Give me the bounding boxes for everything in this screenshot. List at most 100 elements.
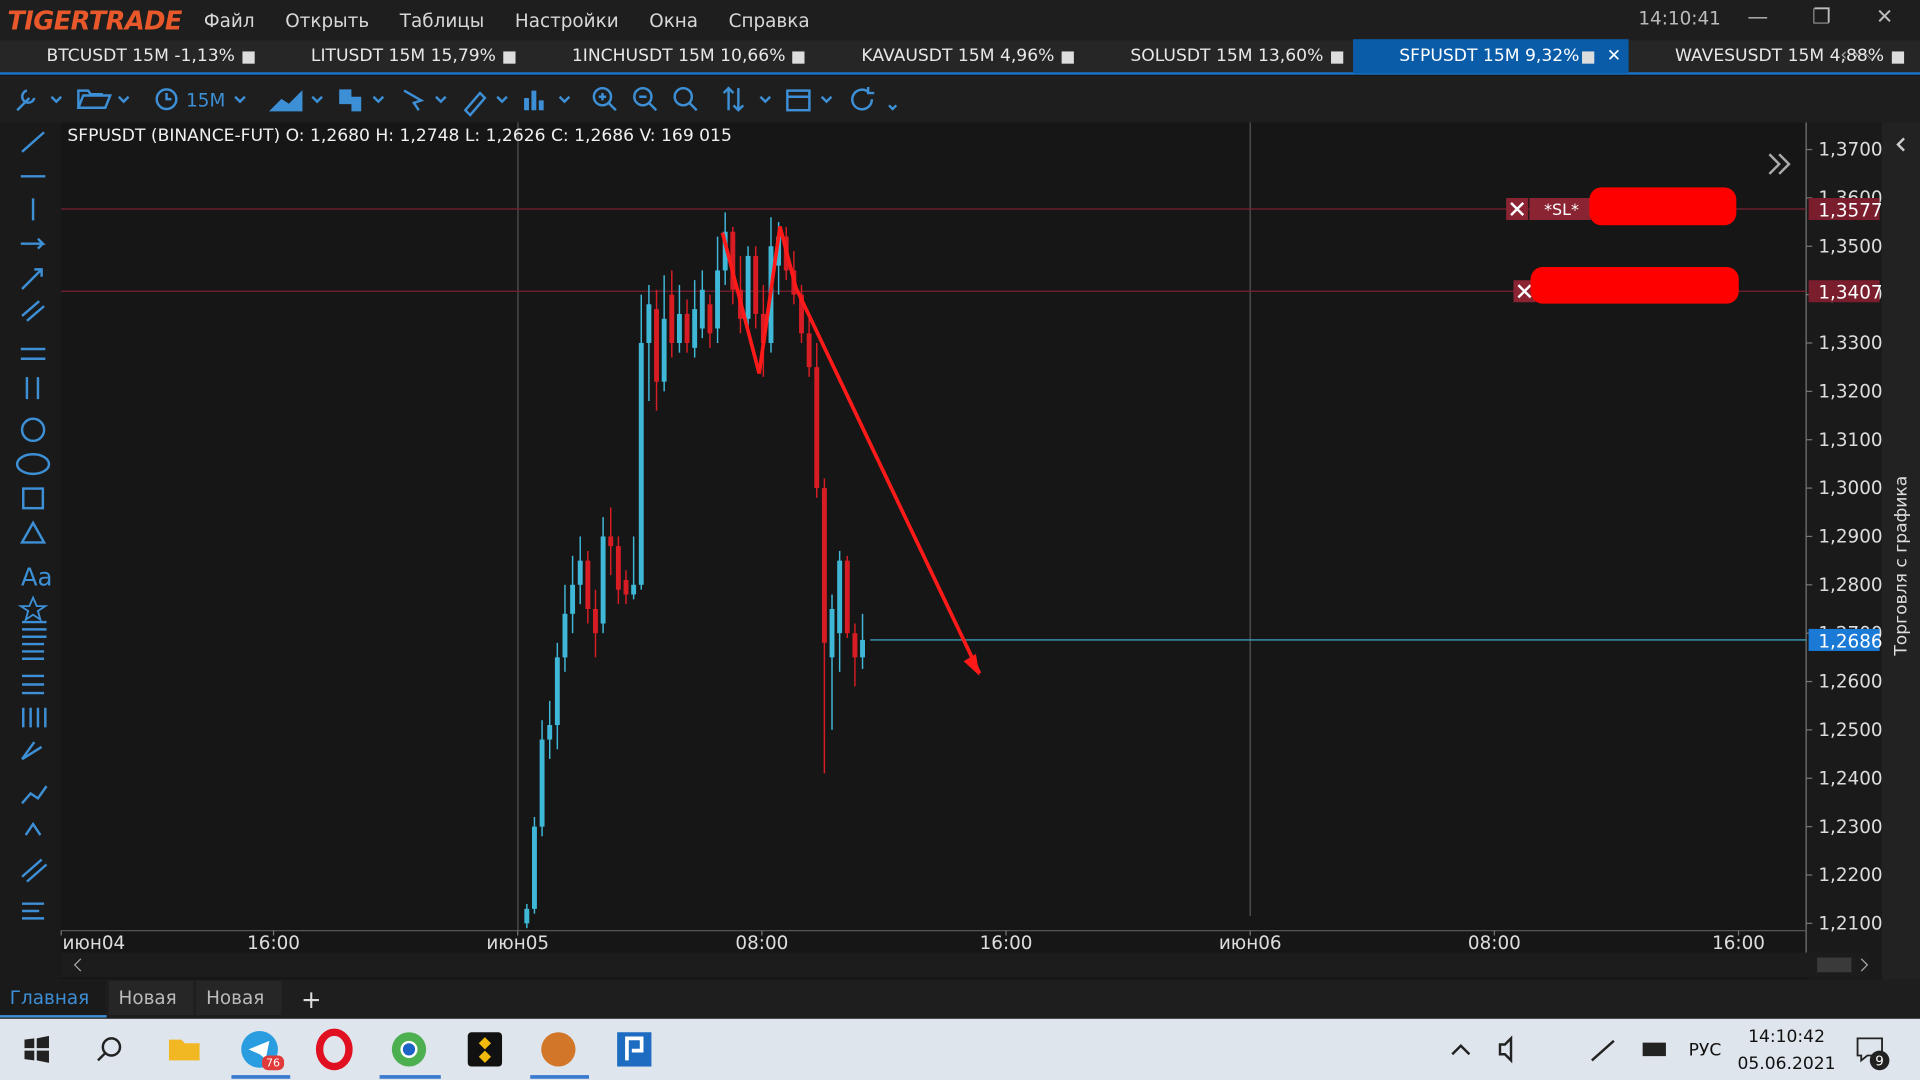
language[interactable]: РУС [1689, 1041, 1722, 1061]
star-tool[interactable] [17, 595, 49, 622]
open-icon[interactable] [76, 89, 113, 109]
chart-tab[interactable]: LITUSDT 15M 15,79% [264, 39, 525, 73]
cursor-icon[interactable] [403, 89, 425, 111]
calendar-icon[interactable] [786, 89, 811, 112]
y-tick-label: 1,3200 [1818, 381, 1882, 402]
close-button[interactable]: ✕ [1875, 4, 1894, 30]
side-label[interactable]: Торговля с графика [1892, 476, 1912, 657]
x-tick-label: июн04 [62, 933, 125, 954]
sort-icon[interactable] [722, 86, 745, 112]
battery-icon[interactable] [1642, 1042, 1666, 1057]
explorer-icon[interactable] [168, 1039, 200, 1061]
candle-body [631, 584, 637, 595]
timeframe-icon[interactable] [155, 88, 178, 111]
drawing-sidebar [0, 122, 62, 980]
last-price-label: 1,2686 [1818, 631, 1882, 652]
zoom-out[interactable] [633, 86, 653, 107]
refresh-icon[interactable] [851, 86, 875, 111]
logo: TIGERTRADE [7, 5, 182, 35]
workspace-tab[interactable]: Новая [196, 980, 282, 1016]
timeframe-label[interactable]: 15M [186, 91, 225, 112]
restore-button[interactable]: ❐ [1812, 4, 1831, 30]
search-button[interactable] [101, 1037, 122, 1057]
tigertrade-icon[interactable] [541, 1032, 576, 1067]
x-tick-label: 08:00 [1468, 933, 1521, 954]
menu-item[interactable]: Справка [728, 9, 810, 32]
binance-icon[interactable] [467, 1032, 503, 1067]
candle-icon[interactable] [339, 89, 362, 112]
order-label: *SL* [1544, 200, 1579, 219]
settings-icon[interactable] [16, 89, 36, 112]
tab-scroll[interactable]: ‹ › ⌵ [1840, 45, 1879, 65]
scrollbar[interactable] [61, 952, 1868, 978]
drawn-arrow [720, 226, 982, 675]
taskbar: 76 РУС 14:10:42 05.06.2021 9 [0, 1018, 1920, 1080]
telegram-badge: 76 [266, 1057, 280, 1070]
y-tick-label: 1,2800 [1818, 575, 1882, 596]
menu-item[interactable]: Окна [649, 9, 699, 32]
candle-body [562, 613, 568, 658]
chart-tab[interactable]: KAVAUSDT 15M 4,96% [815, 39, 1084, 73]
indicator-icon[interactable] [524, 90, 544, 111]
candle-body [524, 908, 530, 924]
candle-body [753, 255, 759, 314]
expand-icon[interactable] [1768, 153, 1791, 175]
menu-item[interactable]: Таблицы [399, 9, 485, 32]
chart-type-icon[interactable] [268, 90, 303, 112]
menu-item[interactable]: Открыть [285, 9, 370, 32]
y-tick-label: 1,3100 [1818, 430, 1882, 451]
menu-item[interactable]: Файл [203, 9, 255, 32]
add-tab[interactable]: + [301, 984, 322, 1014]
notifications-icon[interactable] [1856, 1037, 1883, 1063]
workspace-tab[interactable]: Главная [0, 980, 107, 1018]
minimize-button[interactable]: — [1747, 4, 1769, 30]
menu-item[interactable]: Настройки [514, 9, 619, 32]
chart-tab[interactable]: WAVESUSDT 15M 4,88% [1628, 39, 1913, 73]
scroll-thumb[interactable] [1817, 957, 1852, 973]
x-tick-label: 16:00 [980, 933, 1033, 954]
y-tick-label: 1,3000 [1818, 478, 1882, 499]
tab-marker [1581, 51, 1595, 64]
pen-icon[interactable] [463, 91, 487, 117]
tab-marker [503, 51, 516, 64]
start-button[interactable] [24, 1035, 49, 1063]
drawing-tools[interactable] [15, 131, 51, 920]
scroll-arrows[interactable] [73, 958, 1869, 972]
tab-marker [242, 51, 255, 64]
candle-body [547, 725, 553, 740]
x-tick-label: 08:00 [735, 933, 788, 954]
x-tick-label: 16:00 [247, 933, 300, 954]
tab-close[interactable]: ✕ [1606, 46, 1622, 67]
candle-body [585, 560, 591, 609]
zoom[interactable] [673, 86, 694, 107]
tray-time[interactable]: 14:10:42 [1748, 1027, 1825, 1047]
candle-body [539, 739, 545, 827]
candle-body [745, 255, 751, 319]
tab-bar: ‹ › ⌵ BTCUSDT 15M -1,13% LITUSDT 15M 15,7… [0, 39, 1920, 75]
chart-tab[interactable]: SOLUSDT 15M 13,60% [1084, 39, 1353, 73]
candle-body [623, 579, 629, 595]
tab-marker [792, 51, 806, 64]
workspace-tab-list: Главная Новая Новая [0, 980, 284, 1018]
opera-icon[interactable] [315, 1028, 353, 1071]
zoom-in[interactable] [592, 86, 613, 107]
workspace-tabs: Главная Новая Новая + [0, 979, 1920, 1019]
candle-body [654, 309, 659, 382]
chart-tab[interactable]: SFPUSDT 15M 9,32% ✕ [1352, 39, 1629, 74]
candle-body [646, 304, 652, 343]
candle-body [692, 309, 698, 348]
text-tool[interactable]: Aa [21, 562, 53, 591]
candle-body [829, 608, 835, 658]
workspace-tab[interactable]: Новая [108, 980, 194, 1016]
chart-tab[interactable]: BTCUSDT 15M -1,13% [0, 39, 264, 73]
tray-icons[interactable] [1451, 1035, 1615, 1064]
tab-marker [1891, 51, 1904, 64]
candle-body [600, 536, 606, 624]
chart-tab[interactable]: 1INCHUSDT 15M 10,66% [525, 39, 815, 73]
collapse-icon[interactable] [1896, 137, 1905, 152]
tab-label: SOLUSDT 15M 13,60% [1130, 46, 1324, 67]
taskbar-icons: 76 РУС 14:10:42 05.06.2021 9 [24, 1027, 1890, 1079]
tray-date[interactable]: 05.06.2021 [1737, 1054, 1835, 1074]
candle-body [730, 231, 736, 290]
